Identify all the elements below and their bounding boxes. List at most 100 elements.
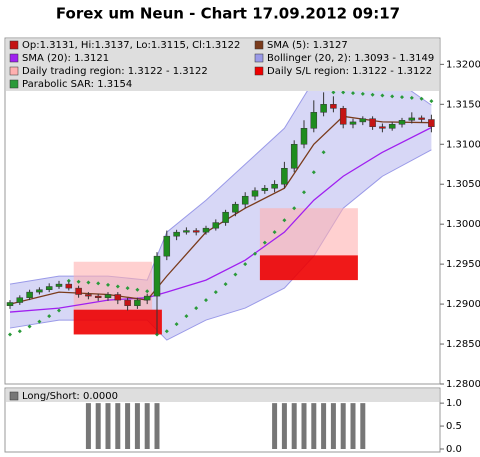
candle-body [65,283,73,289]
candle-body [45,286,53,290]
sl-region [73,309,162,335]
candle-body [271,183,278,189]
sar-dot [351,91,355,96]
long-short-bar [321,403,327,449]
candle-body [55,283,63,287]
candle-body [163,235,171,257]
sar-dot [213,290,218,295]
legend-label: Parabolic SAR: 1.3154 [22,79,132,90]
y-tick-label: 1.3000 [446,219,480,230]
candle-body [94,295,102,298]
candle-body [290,144,298,169]
y-tick-label: 1.2950 [446,259,480,270]
legend-swatch [9,391,19,401]
long-short-bar [340,403,346,449]
y-tick-label: 1.0 [446,398,462,409]
sar-dot [135,287,140,292]
sar-dot [47,314,52,319]
candle-body [183,230,190,233]
y-tick-label: 1.3150 [446,99,480,110]
sar-dot [145,289,150,294]
sar-dot [321,150,326,155]
candle-body [212,222,220,229]
y-tick-label: 1.2800 [446,379,480,390]
trading-region [259,208,358,256]
long-short-bar [125,403,131,449]
candle-body [85,294,92,297]
sar-dot [27,324,32,329]
legend-label: Long/Short: 0.0000 [22,391,118,402]
candle-body [428,119,435,127]
legend-swatch [254,40,264,50]
long-short-bar [350,403,356,449]
y-tick-label: 0.0 [446,444,462,455]
candle-body [134,299,141,306]
candle-body [104,294,112,298]
candle-body [369,118,376,127]
sar-dot [419,96,424,101]
candle-body [26,291,33,298]
sar-dot [37,319,42,324]
long-short-bar [281,403,287,449]
long-short-bar [85,403,91,449]
legend-swatch [9,79,19,89]
sar-dot [360,91,365,96]
sar-dot [96,281,101,286]
sar-dot [174,322,179,327]
candle-body [339,108,347,125]
legend-swatch [9,40,19,50]
candle-body [232,203,239,213]
sma20-line [9,126,432,313]
long-short-bar [330,403,336,449]
legend-label: SMA (5): 1.3127 [267,40,348,51]
sar-dot [66,278,71,283]
legend-label: Daily S/L region: 1.3122 - 1.3122 [267,66,432,77]
candle-body [310,112,318,129]
sar-dot [164,329,169,334]
sar-dot [292,206,297,211]
legend-label: SMA (20): 1.3121 [22,53,109,64]
y-tick-label: 1.3100 [446,139,480,150]
candle-body [251,190,259,197]
chart-title: Forex um Neun - Chart 17.09.2012 09:17 [56,5,400,23]
sar-dot [194,306,199,311]
sar-dot [243,262,248,267]
candle-body [300,128,308,145]
candle-body [114,294,122,301]
candle-body [153,255,161,297]
sar-dot [282,218,287,223]
legend-swatch [9,53,19,63]
legend: Op:1.3131, Hi:1.3137, Lo:1.3115, Cl:1.31… [6,39,439,91]
long-short-bar [272,403,278,449]
long-short-bar [360,403,366,449]
candle-body [202,227,210,233]
sar-dot [86,280,91,285]
candle-body [36,289,43,293]
sar-dot [76,279,81,284]
long-short-bar [311,403,317,449]
sar-dot [302,190,306,195]
long-short-bar [144,403,150,449]
sar-dot [380,93,385,98]
candle-body [408,117,416,121]
sar-dot [17,329,22,334]
long-short-bar [154,403,160,449]
main-plot: 1.2800 1.2850 1.2900 1.2950 1.3000 1.3050 1.31… [6,59,480,390]
sar-dot [125,286,130,291]
candle-body [379,126,386,129]
legend-box [6,39,439,91]
sar-dot [409,95,414,100]
legend-swatch [254,53,264,63]
sar-dot [57,308,61,313]
legend-swatch [254,66,264,76]
candle-body [16,297,24,303]
y-tick-label: 0.5 [446,421,462,432]
candle-body [222,211,229,223]
lower-plot: 0.0 0.5 1.0 Long/Short: 0.0000 [6,389,462,455]
candle-body [192,230,200,233]
sar-dot [370,92,375,97]
legend-label: Daily trading region: 1.3122 - 1.3122 [22,66,208,77]
sar-dot [223,282,228,287]
